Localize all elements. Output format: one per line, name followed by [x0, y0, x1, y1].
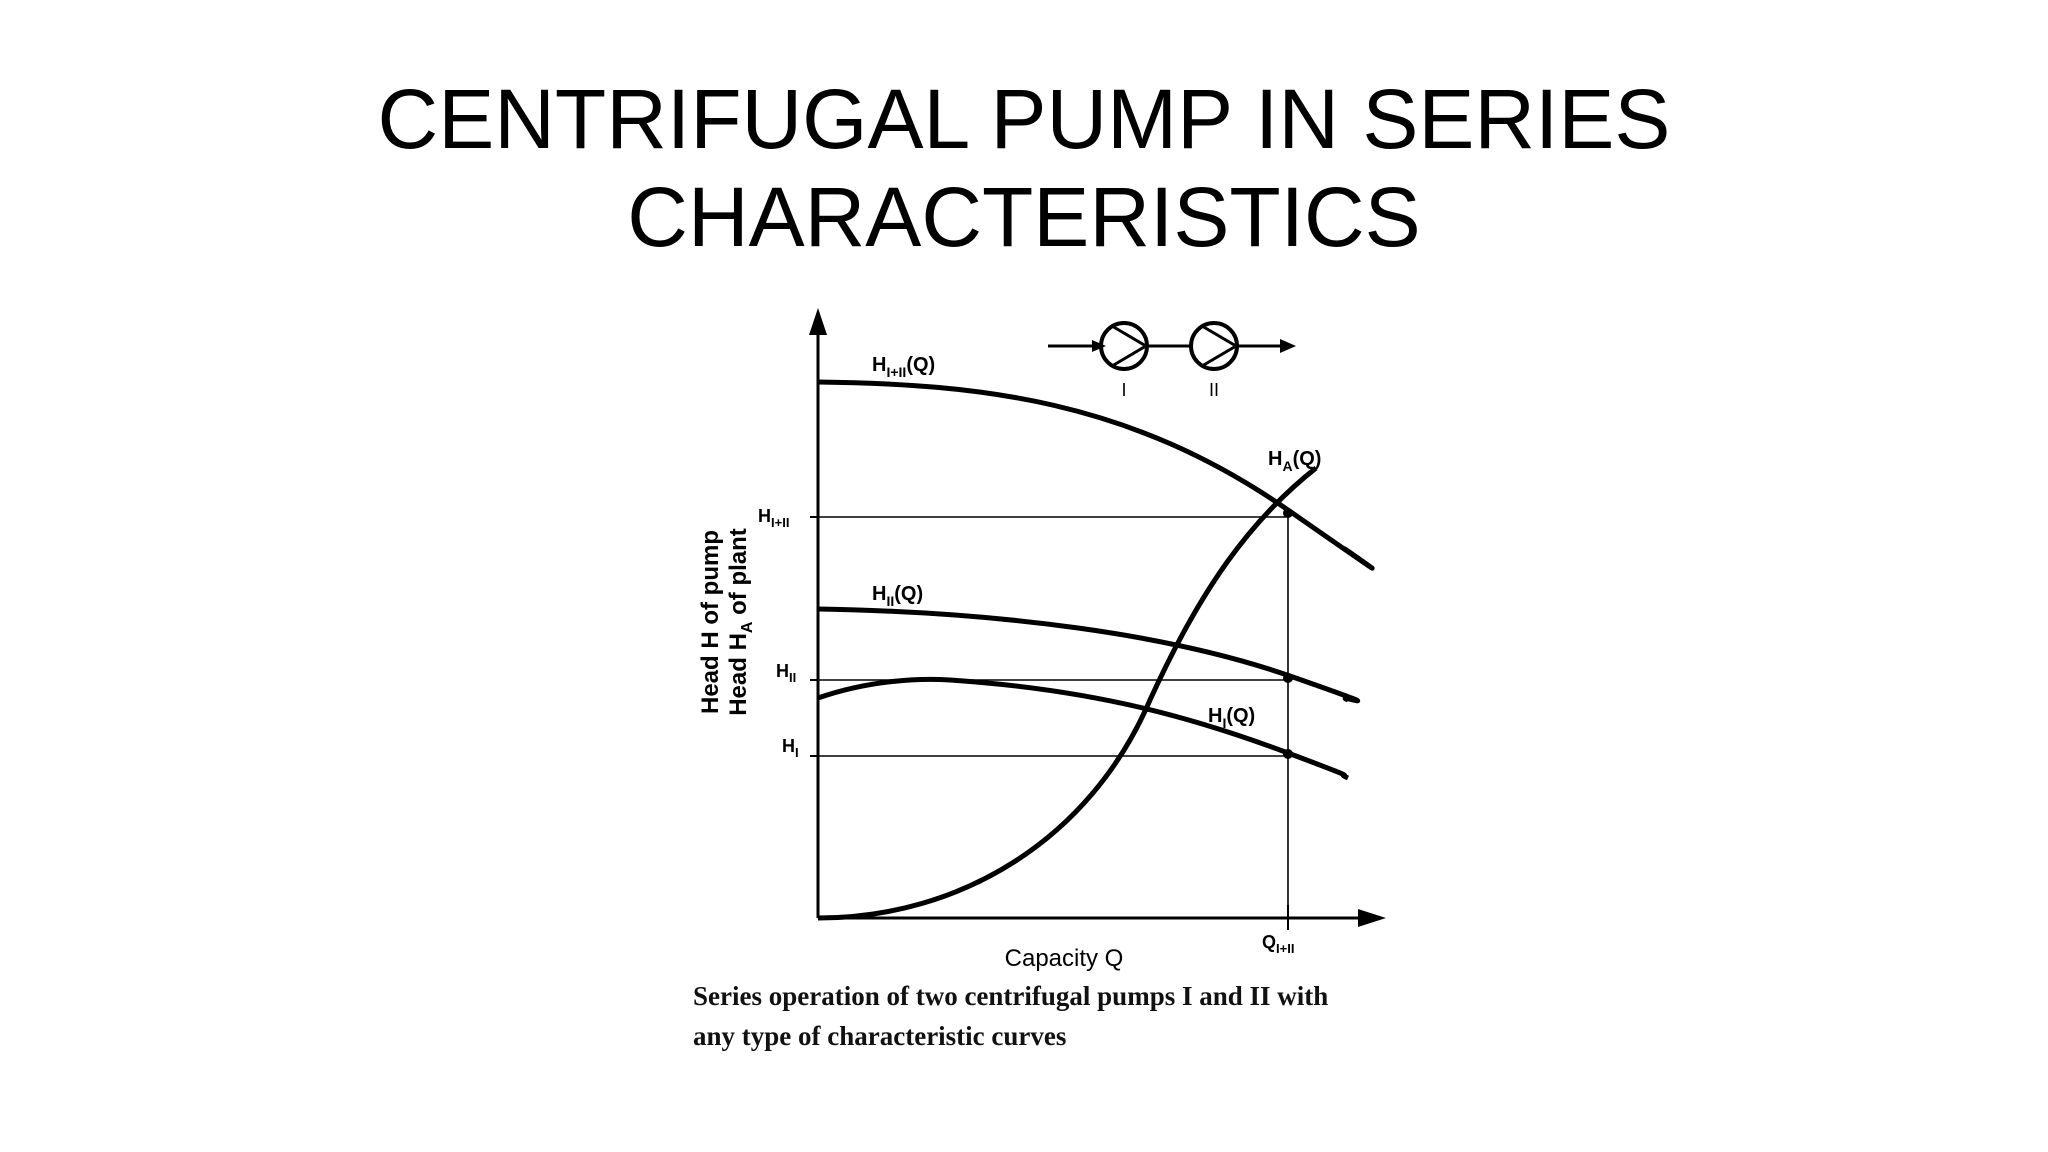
pump-1-impeller — [1111, 324, 1149, 368]
figure-caption: Series operation of two centrifugal pump… — [693, 976, 1413, 1056]
pump-1-label: I — [1121, 380, 1126, 400]
slide-title-line-2: CHARACTERISTICS — [627, 170, 1421, 264]
pump-ii-head-curve — [817, 606, 1361, 704]
slide-title-line-1: CENTRIFUGAL PUMP IN SERIES — [377, 72, 1671, 166]
h-ii-tick-label: HII — [776, 661, 796, 685]
h-i-tick-label: HI — [782, 736, 799, 760]
pump-ii-curve-label: HII(Q) — [872, 583, 923, 609]
caption-line-1: Series operation of two centrifugal pump… — [693, 981, 1329, 1011]
combined-curve-label: HI+II(Q) — [872, 354, 935, 380]
y-axis-label-line-1: Head H of pump — [697, 530, 724, 714]
slide-title: CENTRIFUGAL PUMP IN SERIES CHARACTERISTI… — [0, 70, 2048, 266]
y-axis-label-line-2: Head HA of plant — [725, 528, 756, 716]
pump-flow-arrow-out — [1280, 339, 1296, 353]
x-axis-label: Capacity Q — [1005, 945, 1124, 972]
operating-point-ii — [1283, 673, 1293, 683]
pump-2-symbol — [1189, 321, 1239, 371]
pump-1-symbol — [1099, 321, 1149, 371]
caption-line-2: any type of characteristic curves — [693, 1021, 1067, 1051]
y-axis-label: Head H of pump Head HA of plant — [697, 528, 756, 716]
x-axis-arrow — [1358, 909, 1386, 927]
q-sum-tick-label: QI+II — [1262, 932, 1294, 956]
combined-head-curve — [817, 379, 1375, 571]
operating-point-i — [1283, 749, 1293, 759]
pump-i-head-curve — [817, 676, 1350, 781]
h-sum-tick-label: HI+II — [758, 506, 789, 530]
pump-2-label: II — [1209, 380, 1219, 400]
pump-i-curve-label: HI(Q) — [1208, 705, 1255, 731]
plant-head-curve — [817, 466, 1318, 921]
operating-point-combined — [1283, 508, 1293, 518]
plant-curve-label: HA(Q) — [1268, 448, 1321, 474]
pump-2-impeller — [1201, 324, 1239, 368]
y-axis-arrow — [809, 308, 827, 335]
